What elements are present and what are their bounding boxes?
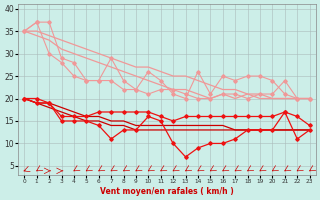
X-axis label: Vent moyen/en rafales ( km/h ): Vent moyen/en rafales ( km/h ) — [100, 187, 234, 196]
